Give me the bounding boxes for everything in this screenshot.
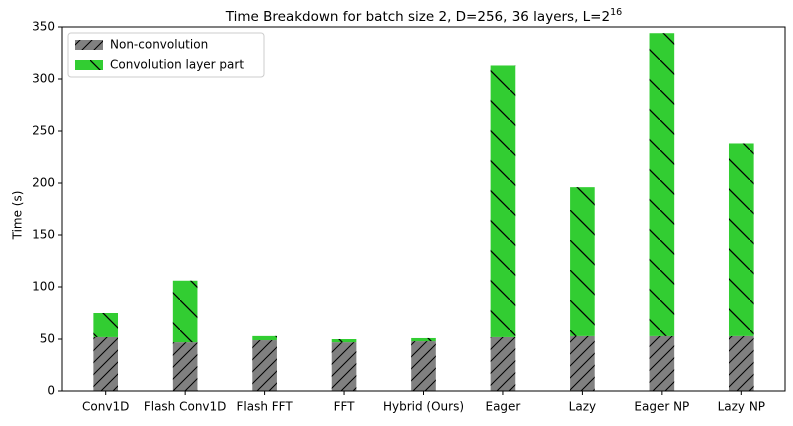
- y-axis-label: Time (s): [11, 191, 25, 241]
- bar-hatch: [252, 335, 277, 341]
- y-tick-label: 150: [32, 228, 55, 242]
- bar-hatch: [728, 335, 754, 391]
- bar-hatch: [331, 342, 357, 391]
- y-tick-label: 50: [40, 332, 55, 346]
- legend-box: [67, 32, 265, 78]
- legend-swatch-hatch: [75, 40, 103, 50]
- legend-label: Non-convolution: [110, 38, 208, 52]
- y-tick-label: 0: [47, 384, 55, 398]
- bar-hatch: [331, 339, 357, 343]
- bar-hatch: [490, 65, 516, 337]
- bar-hatch: [728, 143, 754, 336]
- bar-hatch: [172, 342, 198, 391]
- axes-frame: [61, 26, 786, 392]
- bar-hatch: [411, 337, 436, 342]
- x-tick-label: Flash Conv1D: [144, 400, 227, 414]
- legend-label: Convolution layer part: [110, 58, 244, 72]
- bar-hatch: [411, 341, 436, 391]
- bar-hatch: [490, 336, 516, 391]
- bar-segment: [570, 335, 595, 391]
- x-tick-label: Hybrid (Ours): [383, 400, 464, 414]
- bar-segment: [331, 339, 357, 343]
- bar-segment: [728, 335, 754, 391]
- bar-segment: [93, 313, 119, 337]
- y-tick-label: 300: [32, 72, 55, 86]
- bar-hatch: [93, 313, 119, 337]
- bar-segment: [570, 187, 595, 336]
- bar-hatch: [570, 187, 595, 336]
- bar-hatch: [252, 340, 277, 391]
- x-tick-label: Flash FFT: [237, 400, 294, 414]
- y-tick-label: 350: [32, 20, 55, 34]
- bar-segment: [172, 280, 198, 343]
- bar-segment: [172, 342, 198, 391]
- x-tick-label: Lazy NP: [718, 400, 765, 414]
- x-tick-label: Lazy: [569, 400, 596, 414]
- x-tick-label: Eager NP: [634, 400, 689, 414]
- bar-hatch: [649, 335, 675, 391]
- y-tick-label: 100: [32, 280, 55, 294]
- bar-segment: [649, 335, 675, 391]
- bar-segment: [649, 33, 675, 336]
- legend-swatch-hatch: [75, 60, 103, 70]
- bar-segment: [411, 341, 436, 391]
- chart-title: Time Breakdown for batch size 2, D=256, …: [225, 7, 622, 26]
- bar-segment: [93, 336, 119, 391]
- bar-hatch: [172, 280, 198, 343]
- bar-hatch: [570, 335, 595, 391]
- x-tick-label: Conv1D: [82, 400, 129, 414]
- x-tick-label: FFT: [334, 400, 356, 414]
- bar-segment: [490, 336, 516, 391]
- bar-hatch: [93, 336, 119, 391]
- bar-segment: [728, 143, 754, 336]
- bar-hatch: [649, 33, 675, 336]
- y-tick-label: 200: [32, 176, 55, 190]
- bar-segment: [252, 335, 277, 341]
- y-tick-label: 250: [32, 124, 55, 138]
- bar-segment: [411, 337, 436, 342]
- bar-segment: [331, 342, 357, 391]
- bar-segment: [252, 340, 277, 391]
- x-tick-label: Eager: [486, 400, 521, 414]
- bar-segment: [490, 65, 516, 337]
